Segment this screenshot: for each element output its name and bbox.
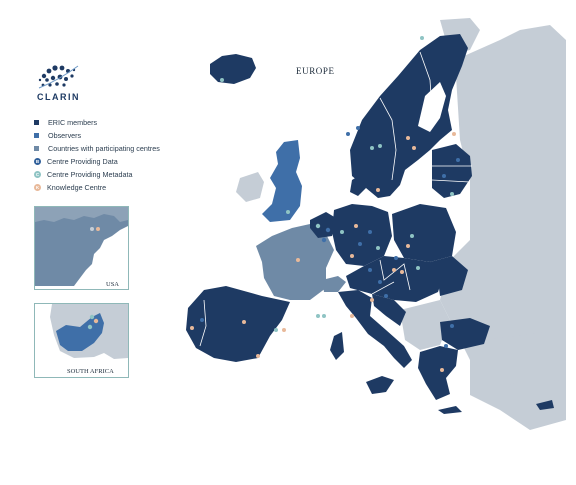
- greece-country: [418, 346, 458, 400]
- balkans-land: [400, 300, 450, 350]
- participating-swatch: [34, 146, 39, 151]
- usa-knowledge-dot: [96, 227, 100, 231]
- usa-data-centre-dot: [90, 227, 94, 231]
- iceland-country: [210, 54, 256, 84]
- baltic-borders: [431, 165, 472, 183]
- legend-item-eric: ERIC members: [34, 116, 160, 129]
- usa-landmass: [35, 207, 128, 286]
- map-legend: ERIC members Observers Countries with pa…: [34, 116, 160, 194]
- italy-country: [338, 290, 412, 368]
- uk-country: [262, 140, 302, 222]
- legend-item-data-centre: B Centre Providing Data: [34, 155, 160, 168]
- sardinia-country: [330, 332, 344, 360]
- gulf-of-bothnia: [418, 82, 446, 132]
- legend-label: Knowledge Centre: [47, 183, 107, 192]
- usa-inset-label: USA: [106, 281, 120, 288]
- legend-label: ERIC members: [48, 118, 98, 127]
- legend-label: Centre Providing Data: [47, 157, 118, 166]
- crete-country: [438, 406, 462, 414]
- data-centre-icon: B: [34, 158, 41, 165]
- legend-item-participating: Countries with participating centres: [34, 142, 160, 155]
- legend-item-observers: Observers: [34, 129, 160, 142]
- germany-country: [332, 204, 392, 266]
- usa-inset: [34, 206, 129, 290]
- legend-item-metadata-centre: C Centre Providing Metadata: [34, 168, 160, 181]
- portugal-border: [199, 299, 207, 347]
- legend-item-knowledge-centre: K Knowledge Centre: [34, 181, 160, 194]
- norway-sweden-border: [379, 97, 397, 181]
- south-africa-country: [56, 313, 104, 351]
- poland-country: [392, 204, 456, 262]
- canada-landmass: [35, 207, 128, 222]
- clarin-logo-icon: [38, 65, 79, 89]
- legend-label: Centre Providing Metadata: [47, 170, 133, 179]
- switzerland-country: [322, 276, 346, 292]
- scandinavia-country: [350, 34, 468, 198]
- south-africa-inset-label: SOUTH AFRICA: [67, 368, 114, 375]
- centre-markers: [190, 36, 460, 372]
- turkey-land: [480, 330, 566, 385]
- eric-swatch: [34, 120, 39, 125]
- slovenia-croatia-country: [372, 294, 406, 326]
- legend-label: Observers: [48, 131, 82, 140]
- logo-wordmark: CLARIN: [37, 92, 80, 102]
- observer-swatch: [34, 133, 39, 138]
- cyprus-country: [536, 400, 554, 410]
- map-title: EUROPE: [296, 66, 335, 76]
- denmark-country: [350, 174, 366, 196]
- romania-country: [430, 256, 468, 296]
- metadata-centre-icon: C: [34, 171, 41, 178]
- legend-label: Countries with participating centres: [48, 144, 160, 153]
- south-africa-inset: [34, 303, 129, 378]
- france-country: [256, 224, 334, 300]
- baltic-states-country: [432, 144, 472, 198]
- iberia-country: [186, 286, 290, 362]
- ireland-land: [236, 172, 264, 202]
- knowledge-centre-icon: K: [34, 184, 41, 191]
- sicily-country: [366, 376, 394, 394]
